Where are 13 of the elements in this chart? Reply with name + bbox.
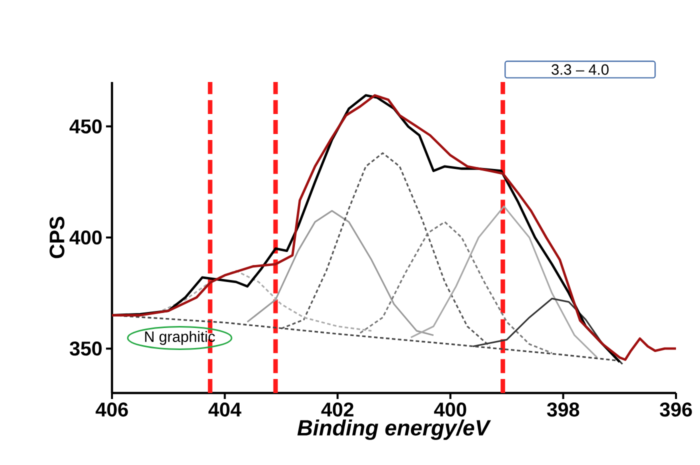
x-axis-title: Binding energy/eV [297, 419, 491, 440]
x-tick-label: 404 [208, 402, 242, 417]
x-tick-label: 398 [547, 402, 580, 417]
y-tick-label: 350 [70, 342, 102, 356]
x-tick-label: 396 [660, 402, 692, 417]
annotation: N graphitic [145, 330, 215, 345]
y-tick-label: 450 [70, 119, 102, 134]
x-tick-label: 406 [96, 402, 128, 417]
text: 3.3 – 4.0 [552, 64, 609, 75]
x-tick-label: 400 [434, 402, 466, 417]
y-tick-label: 400 [70, 230, 102, 245]
x-tick-label: 402 [321, 402, 354, 417]
y-axis-title: CPS [50, 216, 64, 258]
